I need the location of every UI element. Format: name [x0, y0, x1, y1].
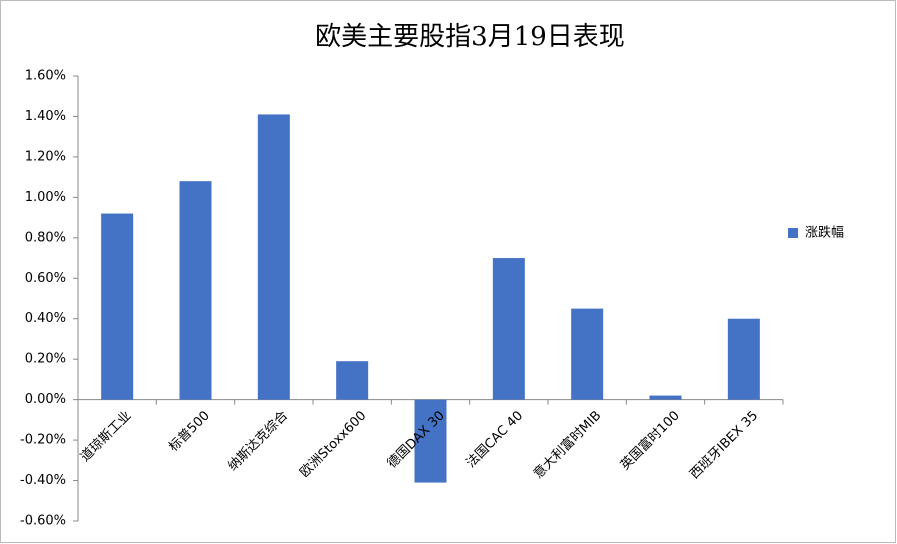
y-tick-label: 1.00% — [25, 190, 66, 205]
y-tick-label: 1.60% — [25, 69, 66, 84]
y-tick-label: 0.80% — [25, 230, 66, 245]
y-tick-label: -0.20% — [20, 433, 66, 448]
bar — [179, 181, 212, 400]
y-tick-label: 1.20% — [25, 149, 66, 164]
bar — [727, 318, 760, 400]
bar — [336, 361, 369, 400]
bar — [649, 395, 682, 400]
y-tick-label: 0.60% — [25, 271, 66, 286]
bar — [571, 308, 604, 400]
bar — [257, 114, 290, 400]
y-tick-label: -0.60% — [20, 514, 66, 529]
bar — [414, 399, 447, 483]
y-tick-label: 0.00% — [25, 392, 66, 407]
legend-swatch — [788, 228, 798, 238]
y-tick-label: 1.40% — [25, 109, 66, 124]
bar — [492, 258, 525, 400]
bar — [101, 213, 134, 400]
chart-title: 欧美主要股指3月19日表现 — [315, 22, 625, 52]
y-tick-label: 0.20% — [25, 352, 66, 367]
y-tick-label: 0.40% — [25, 311, 66, 326]
legend-label: 涨跌幅 — [805, 225, 844, 241]
y-tick-label: -0.40% — [20, 473, 66, 488]
